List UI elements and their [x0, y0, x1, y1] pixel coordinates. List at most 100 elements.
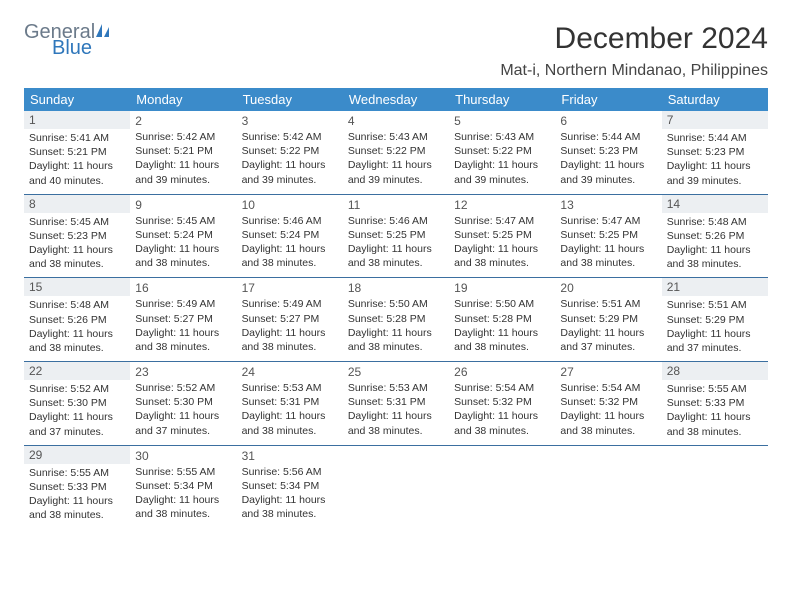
daylight-line: Daylight: 11 hours and 38 minutes.	[242, 409, 338, 437]
sunset-line: Sunset: 5:26 PM	[667, 229, 763, 243]
day-number: 5	[454, 114, 550, 128]
day-number: 16	[135, 281, 231, 295]
sunrise-line: Sunrise: 5:47 AM	[560, 214, 656, 228]
day-number: 6	[560, 114, 656, 128]
sunset-line: Sunset: 5:34 PM	[242, 479, 338, 493]
day-number: 17	[242, 281, 338, 295]
day-number: 19	[454, 281, 550, 295]
daylight-line: Daylight: 11 hours and 38 minutes.	[135, 242, 231, 270]
day-cell: 16Sunrise: 5:49 AMSunset: 5:27 PMDayligh…	[130, 278, 236, 361]
month-title: December 2024	[500, 22, 768, 56]
daylight-line: Daylight: 11 hours and 38 minutes.	[454, 409, 550, 437]
sunset-line: Sunset: 5:33 PM	[667, 396, 763, 410]
brand-logo: General Blue	[24, 22, 117, 58]
sunset-line: Sunset: 5:22 PM	[242, 144, 338, 158]
daylight-line: Daylight: 11 hours and 39 minutes.	[454, 158, 550, 186]
day-cell: 28 Sunrise: 5:55 AMSunset: 5:33 PMDayligh…	[662, 362, 768, 445]
sunset-line: Sunset: 5:25 PM	[348, 228, 444, 242]
day-number: 22	[24, 362, 130, 380]
day-cell: 7Sunrise: 5:44 AMSunset: 5:23 PMDaylight…	[662, 111, 768, 194]
calendar-week-row: 15Sunrise: 5:48 AMSunset: 5:26 PMDayligh…	[24, 278, 768, 362]
sunrise-line: Sunrise: 5:50 AM	[348, 297, 444, 311]
sunset-line: Sunset: 5:27 PM	[135, 312, 231, 326]
sunrise-line: Sunrise: 5:47 AM	[454, 214, 550, 228]
daylight-line: Daylight: 11 hours and 38 minutes.	[348, 326, 444, 354]
day-cell: 1Sunrise: 5:41 AMSunset: 5:21 PMDaylight…	[24, 111, 130, 194]
calendar-grid: SundayMondayTuesdayWednesdayThursdayFrid…	[24, 88, 768, 528]
weekday-header: Monday	[130, 88, 236, 111]
weekday-header: Tuesday	[237, 88, 343, 111]
brand-blue: Blue	[52, 37, 92, 59]
day-cell: 3Sunrise: 5:42 AMSunset: 5:22 PMDaylight…	[237, 111, 343, 194]
calendar-week-row: 22Sunrise: 5:52 AMSunset: 5:30 PMDayligh…	[24, 362, 768, 446]
day-number: 28	[662, 362, 768, 380]
day-number: 29	[24, 446, 130, 464]
title-block: December 2024 Mat-i, Northern Mindanao, …	[500, 22, 768, 80]
sunrise-line: Sunrise: 5:44 AM	[667, 131, 763, 145]
sunset-line: Sunset: 5:25 PM	[560, 228, 656, 242]
calendar-body: 1Sunrise: 5:41 AMSunset: 5:21 PMDaylight…	[24, 111, 768, 528]
sunrise-line: Sunrise: 5:48 AM	[667, 215, 763, 229]
sunset-line: Sunset: 5:29 PM	[667, 313, 763, 327]
sunrise-line: Sunrise: 5:55 AM	[667, 382, 763, 396]
daylight-line: Daylight: 11 hours and 38 minutes.	[242, 493, 338, 521]
sunset-line: Sunset: 5:22 PM	[454, 144, 550, 158]
day-cell: 8Sunrise: 5:45 AMSunset: 5:23 PMDaylight…	[24, 195, 130, 278]
sunrise-line: Sunrise: 5:54 AM	[560, 381, 656, 395]
daylight-line: Daylight: 11 hours and 38 minutes.	[454, 242, 550, 270]
day-cell: 25Sunrise: 5:53 AMSunset: 5:31 PMDayligh…	[343, 362, 449, 445]
daylight-line: Daylight: 11 hours and 38 minutes.	[667, 410, 763, 438]
day-cell: 6Sunrise: 5:44 AMSunset: 5:23 PMDaylight…	[555, 111, 661, 194]
day-cell: 26Sunrise: 5:54 AMSunset: 5:32 PMDayligh…	[449, 362, 555, 445]
day-cell: 31Sunrise: 5:56 AMSunset: 5:34 PMDayligh…	[237, 446, 343, 529]
day-cell: 22Sunrise: 5:52 AMSunset: 5:30 PMDayligh…	[24, 362, 130, 445]
sunset-line: Sunset: 5:32 PM	[560, 395, 656, 409]
day-number: 30	[135, 449, 231, 463]
sunrise-line: Sunrise: 5:55 AM	[135, 465, 231, 479]
sunrise-line: Sunrise: 5:50 AM	[454, 297, 550, 311]
weekday-header-row: SundayMondayTuesdayWednesdayThursdayFrid…	[24, 88, 768, 111]
day-cell: 21Sunrise: 5:51 AMSunset: 5:29 PMDayligh…	[662, 278, 768, 361]
sunset-line: Sunset: 5:32 PM	[454, 395, 550, 409]
weekday-header: Saturday	[662, 88, 768, 111]
sunrise-line: Sunrise: 5:49 AM	[242, 297, 338, 311]
sunset-line: Sunset: 5:28 PM	[348, 312, 444, 326]
day-cell: 29Sunrise: 5:55 AMSunset: 5:33 PMDayligh…	[24, 446, 130, 529]
day-cell: 12Sunrise: 5:47 AMSunset: 5:25 PMDayligh…	[449, 195, 555, 278]
daylight-line: Daylight: 11 hours and 37 minutes.	[29, 410, 125, 438]
daylight-line: Daylight: 11 hours and 38 minutes.	[667, 243, 763, 271]
sunset-line: Sunset: 5:31 PM	[242, 395, 338, 409]
day-cell: 15Sunrise: 5:48 AMSunset: 5:26 PMDayligh…	[24, 278, 130, 361]
sunrise-line: Sunrise: 5:53 AM	[348, 381, 444, 395]
day-number: 8	[24, 195, 130, 213]
day-cell: 19Sunrise: 5:50 AMSunset: 5:28 PMDayligh…	[449, 278, 555, 361]
sunrise-line: Sunrise: 5:45 AM	[135, 214, 231, 228]
weekday-header: Thursday	[449, 88, 555, 111]
sunset-line: Sunset: 5:33 PM	[29, 480, 125, 494]
day-cell: 2Sunrise: 5:42 AMSunset: 5:21 PMDaylight…	[130, 111, 236, 194]
sunset-line: Sunset: 5:28 PM	[454, 312, 550, 326]
sunrise-line: Sunrise: 5:44 AM	[560, 130, 656, 144]
day-cell: 17Sunrise: 5:49 AMSunset: 5:27 PMDayligh…	[237, 278, 343, 361]
daylight-line: Daylight: 11 hours and 39 minutes.	[242, 158, 338, 186]
daylight-line: Daylight: 11 hours and 38 minutes.	[29, 327, 125, 355]
header: General Blue December 2024 Mat-i, Northe…	[24, 22, 768, 80]
daylight-line: Daylight: 11 hours and 40 minutes.	[29, 159, 125, 187]
daylight-line: Daylight: 11 hours and 38 minutes.	[348, 242, 444, 270]
calendar-page: General Blue December 2024 Mat-i, Northe…	[0, 0, 792, 528]
daylight-line: Daylight: 11 hours and 38 minutes.	[135, 326, 231, 354]
sunrise-line: Sunrise: 5:43 AM	[348, 130, 444, 144]
daylight-line: Daylight: 11 hours and 39 minutes.	[667, 159, 763, 187]
day-cell	[555, 446, 661, 529]
daylight-line: Daylight: 11 hours and 37 minutes.	[667, 327, 763, 355]
sunrise-line: Sunrise: 5:48 AM	[29, 298, 125, 312]
day-number: 2	[135, 114, 231, 128]
sunrise-line: Sunrise: 5:51 AM	[560, 297, 656, 311]
sunrise-line: Sunrise: 5:52 AM	[135, 381, 231, 395]
day-cell	[343, 446, 449, 529]
weekday-header: Wednesday	[343, 88, 449, 111]
day-number: 27	[560, 365, 656, 379]
daylight-line: Daylight: 11 hours and 37 minutes.	[135, 409, 231, 437]
day-cell: 24Sunrise: 5:53 AMSunset: 5:31 PMDayligh…	[237, 362, 343, 445]
daylight-line: Daylight: 11 hours and 39 minutes.	[135, 158, 231, 186]
